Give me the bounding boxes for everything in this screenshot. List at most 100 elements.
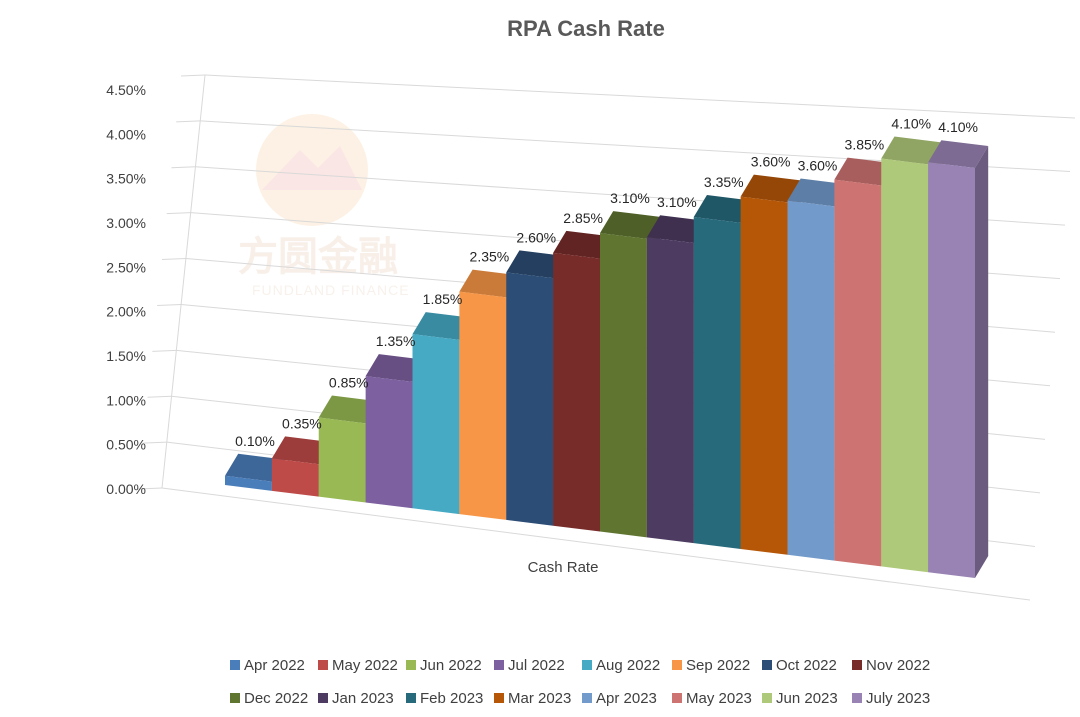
gridline-stub — [152, 349, 177, 352]
legend-swatch — [318, 660, 328, 670]
legend-label: July 2023 — [866, 690, 930, 707]
gridline-stub — [176, 120, 201, 123]
legend-label: Nov 2022 — [866, 657, 930, 674]
data-label: 1.35% — [376, 333, 416, 349]
y-tick-label: 3.50% — [106, 171, 146, 187]
bar-top — [506, 250, 567, 279]
bar-july-2023 — [928, 140, 989, 578]
bar-top — [834, 157, 895, 186]
legend-item: Sep 2022 — [672, 657, 750, 674]
bar-top — [646, 215, 707, 244]
legend-label: Jun 2022 — [420, 657, 482, 674]
bar-front — [506, 272, 554, 526]
watermark-subtext: FUNDLAND FINANCE — [252, 282, 410, 298]
bar-top — [318, 395, 379, 424]
data-label: 3.60% — [751, 154, 791, 170]
bar-top — [928, 140, 989, 168]
legend-label: Oct 2022 — [776, 657, 837, 674]
bar-top — [787, 178, 848, 207]
bar-top — [693, 195, 754, 223]
data-label: 4.10% — [891, 116, 931, 132]
bar-front — [271, 458, 319, 497]
gridline — [161, 487, 1031, 601]
legend-item: May 2023 — [672, 690, 752, 707]
legend-item: Dec 2022 — [230, 690, 308, 707]
bar-top — [365, 354, 426, 382]
legend-swatch — [852, 693, 862, 703]
legend-label: Sep 2022 — [686, 657, 750, 674]
legend-swatch — [582, 693, 592, 703]
y-tick-label: 2.00% — [106, 304, 146, 320]
legend-swatch — [852, 660, 862, 670]
legend-swatch — [494, 693, 504, 703]
bar-side — [975, 146, 989, 578]
bar-front — [693, 217, 741, 549]
x-axis-title: Cash Rate — [528, 559, 599, 576]
bar-top — [740, 174, 801, 203]
data-label: 2.35% — [470, 249, 510, 265]
bar-front — [881, 158, 929, 573]
watermark-text: 方圆金融 — [238, 234, 398, 279]
legend-item: May 2022 — [318, 657, 398, 674]
gridline-stub — [157, 303, 182, 306]
data-label: 3.85% — [845, 137, 885, 153]
legend-item: Apr 2022 — [230, 657, 305, 674]
legend-label: Jun 2023 — [776, 690, 838, 707]
data-label: 0.85% — [329, 375, 369, 391]
legend-label: Jul 2022 — [508, 657, 565, 674]
bar-top — [600, 211, 661, 239]
y-tick-label: 3.00% — [106, 215, 146, 231]
bar-top — [225, 453, 286, 482]
legend: Apr 2022 May 2022 Jun 2022 Jul 2022 Aug 2022… — [230, 657, 930, 707]
bar-front — [646, 237, 694, 544]
bar-front — [412, 334, 460, 515]
bar-top — [459, 269, 520, 298]
legend-item: Nov 2022 — [852, 657, 930, 674]
gridline-stub — [180, 74, 206, 77]
bar-front — [928, 162, 975, 578]
bar-top — [412, 312, 473, 340]
legend-label: Mar 2023 — [508, 690, 571, 707]
gridline-stub — [147, 395, 172, 398]
legend-item: July 2023 — [852, 690, 930, 707]
legend-item: Mar 2023 — [494, 690, 571, 707]
data-label: 3.35% — [704, 174, 744, 190]
bar-front — [600, 233, 647, 538]
legend-swatch — [672, 693, 682, 703]
bar-front — [318, 417, 366, 503]
data-labels: 0.10% 0.35% 0.85% 1.35% 1.85% 2.35% 2.60% 2.85%… — [235, 116, 978, 449]
chart-title: RPA Cash Rate — [507, 16, 665, 41]
y-tick-label: 0.00% — [106, 481, 146, 497]
legend-swatch — [230, 693, 240, 703]
y-tick-label: 2.50% — [106, 259, 146, 275]
legend-swatch — [762, 693, 772, 703]
legend-swatch — [230, 660, 240, 670]
bar-front — [834, 179, 882, 567]
bar-front — [459, 291, 507, 520]
data-label: 0.35% — [282, 415, 322, 431]
gridline-stub — [161, 258, 186, 261]
legend-item: Jul 2022 — [494, 657, 565, 674]
gridline-stub — [171, 166, 196, 169]
gridline-stub — [137, 487, 163, 490]
legend-item: Oct 2022 — [762, 657, 837, 674]
y-tick-label: 1.50% — [106, 348, 146, 364]
bar-top — [271, 436, 332, 465]
legend-swatch — [672, 660, 682, 670]
legend-swatch — [494, 660, 504, 670]
data-label: 1.85% — [423, 291, 463, 307]
legend-swatch — [582, 660, 592, 670]
data-label: 2.60% — [516, 229, 556, 245]
y-axis-ticks: 0.00% 0.50% 1.00% 1.50% 2.00% 2.50% 3.00% 3.50%… — [106, 82, 146, 497]
data-label: 3.10% — [657, 194, 697, 210]
legend-label: Feb 2023 — [420, 690, 483, 707]
watermark-mountain — [262, 146, 362, 190]
y-tick-label: 4.00% — [106, 126, 146, 142]
gridline-stub — [166, 212, 191, 215]
legend-item: Apr 2023 — [582, 690, 657, 707]
side-wall-edge — [161, 74, 206, 489]
legend-label: Jan 2023 — [332, 690, 394, 707]
gridline — [204, 74, 1076, 119]
legend-label: Apr 2022 — [244, 657, 305, 674]
